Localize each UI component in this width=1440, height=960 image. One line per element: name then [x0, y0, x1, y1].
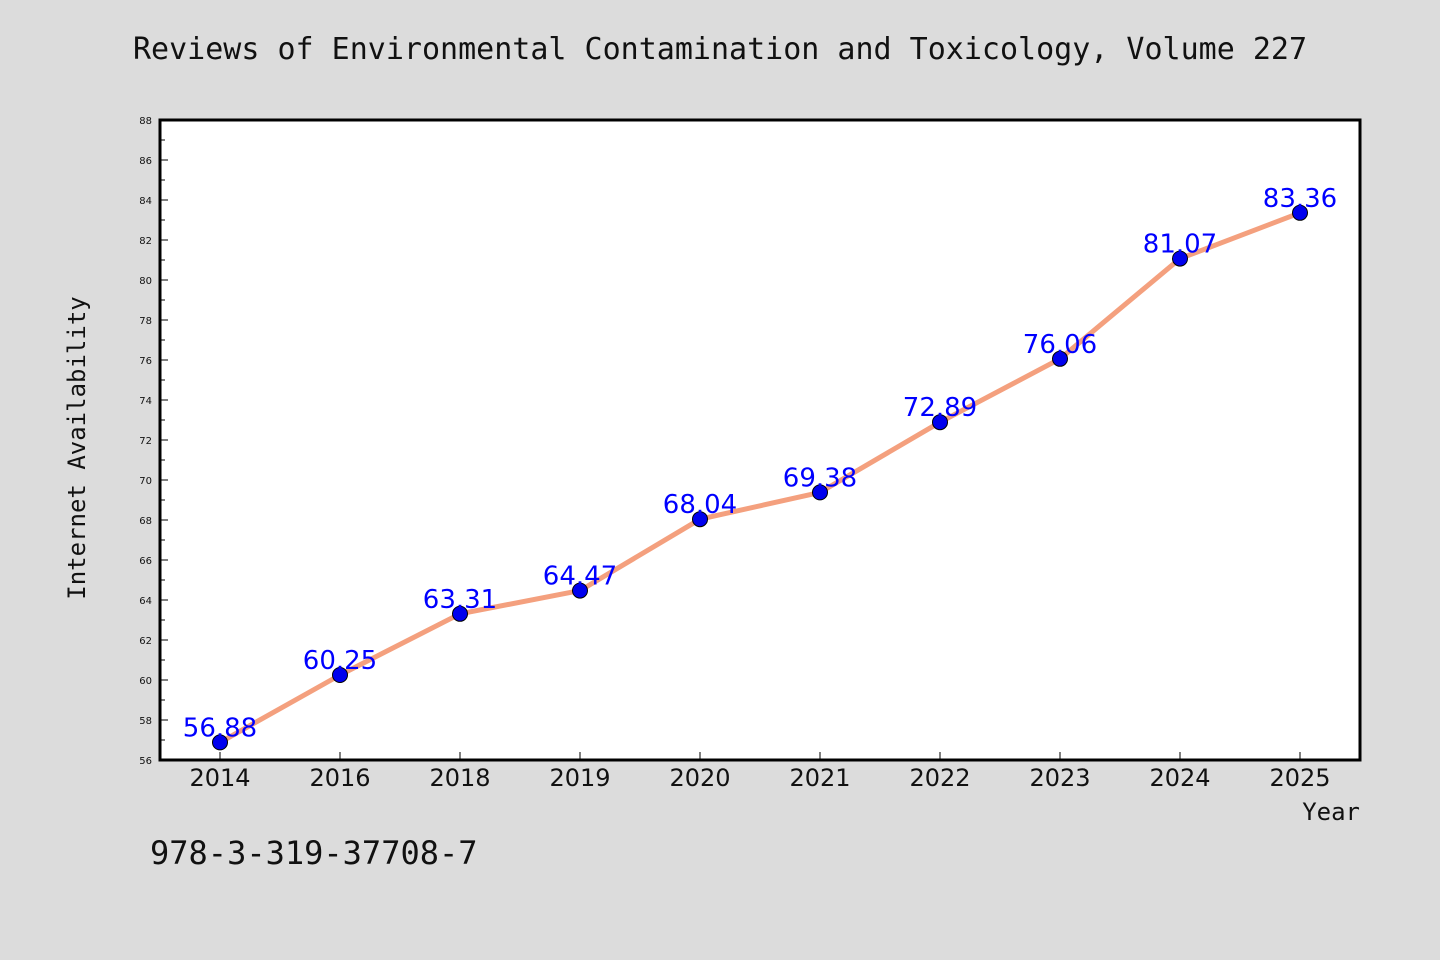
y-tick-label: 74	[139, 396, 152, 407]
y-tick-label: 78	[139, 316, 152, 327]
isbn-text: 978-3-319-37708-7	[150, 834, 478, 872]
data-labels: 56.88 60.25 63.31 64.47 68.04 69.38 72.89 76.06…	[183, 184, 1337, 744]
series-line-group	[218, 210, 1301, 745]
data-point	[812, 484, 828, 501]
y-tick-label: 86	[139, 156, 152, 167]
data-label: 60.25	[303, 646, 377, 676]
y-axis: 56 58 60 62 64 66 68 70 72 74 76 78 80 82 84 86 88	[139, 116, 168, 767]
x-tick-label: 2014	[189, 764, 250, 792]
data-point	[572, 582, 588, 599]
y-tick-label: 72	[139, 436, 152, 447]
x-tick-label: 2025	[1269, 764, 1330, 792]
x-axis: 2014 2016 2018 2019 2020 2021 2022 2023 2024 2025	[189, 752, 1331, 792]
x-tick-label: 2019	[549, 764, 610, 792]
y-tick-label: 82	[139, 236, 152, 247]
x-tick-label: 2021	[789, 764, 850, 792]
data-point	[692, 511, 708, 528]
y-tick-label: 70	[139, 476, 152, 487]
y-tick-label: 62	[139, 636, 152, 647]
y-tick-label: 64	[139, 596, 152, 607]
data-label: 83.36	[1263, 184, 1337, 214]
x-tick-label: 2023	[1029, 764, 1090, 792]
x-tick-label: 2024	[1149, 764, 1210, 792]
y-tick-label: 56	[139, 756, 152, 767]
x-tick-label: 2020	[669, 764, 730, 792]
y-tick-label: 68	[139, 516, 152, 527]
data-point	[1052, 350, 1068, 367]
y-tick-label: 58	[139, 716, 152, 727]
series-line	[218, 210, 1301, 745]
data-label: 76.06	[1023, 330, 1097, 360]
data-label: 72.89	[903, 393, 977, 423]
y-tick-label: 60	[139, 676, 152, 687]
data-point	[1292, 204, 1308, 221]
x-tick-label: 2022	[909, 764, 970, 792]
y-tick-label: 88	[139, 116, 152, 127]
chart-title: Reviews of Environmental Contamination a…	[133, 32, 1307, 67]
data-label: 56.88	[183, 713, 257, 743]
data-label: 68.04	[663, 490, 737, 520]
data-label: 69.38	[783, 463, 857, 493]
data-point	[932, 414, 948, 431]
y-axis-label: Internet Availability	[63, 296, 91, 599]
data-point	[452, 605, 468, 622]
data-markers	[212, 204, 1308, 751]
x-axis-label: Year	[1302, 798, 1360, 826]
data-label: 81.07	[1143, 230, 1217, 260]
x-tick-label: 2016	[309, 764, 370, 792]
plot-area	[158, 118, 1362, 762]
data-label: 63.31	[423, 585, 497, 615]
data-point	[332, 667, 348, 683]
data-label: 64.47	[543, 562, 617, 592]
y-tick-label: 76	[139, 356, 152, 367]
y-tick-label: 66	[139, 556, 152, 567]
data-point	[1172, 250, 1188, 267]
data-point	[212, 734, 228, 751]
y-tick-label: 84	[139, 196, 152, 207]
x-tick-label: 2018	[429, 764, 490, 792]
y-tick-label: 80	[139, 276, 152, 287]
